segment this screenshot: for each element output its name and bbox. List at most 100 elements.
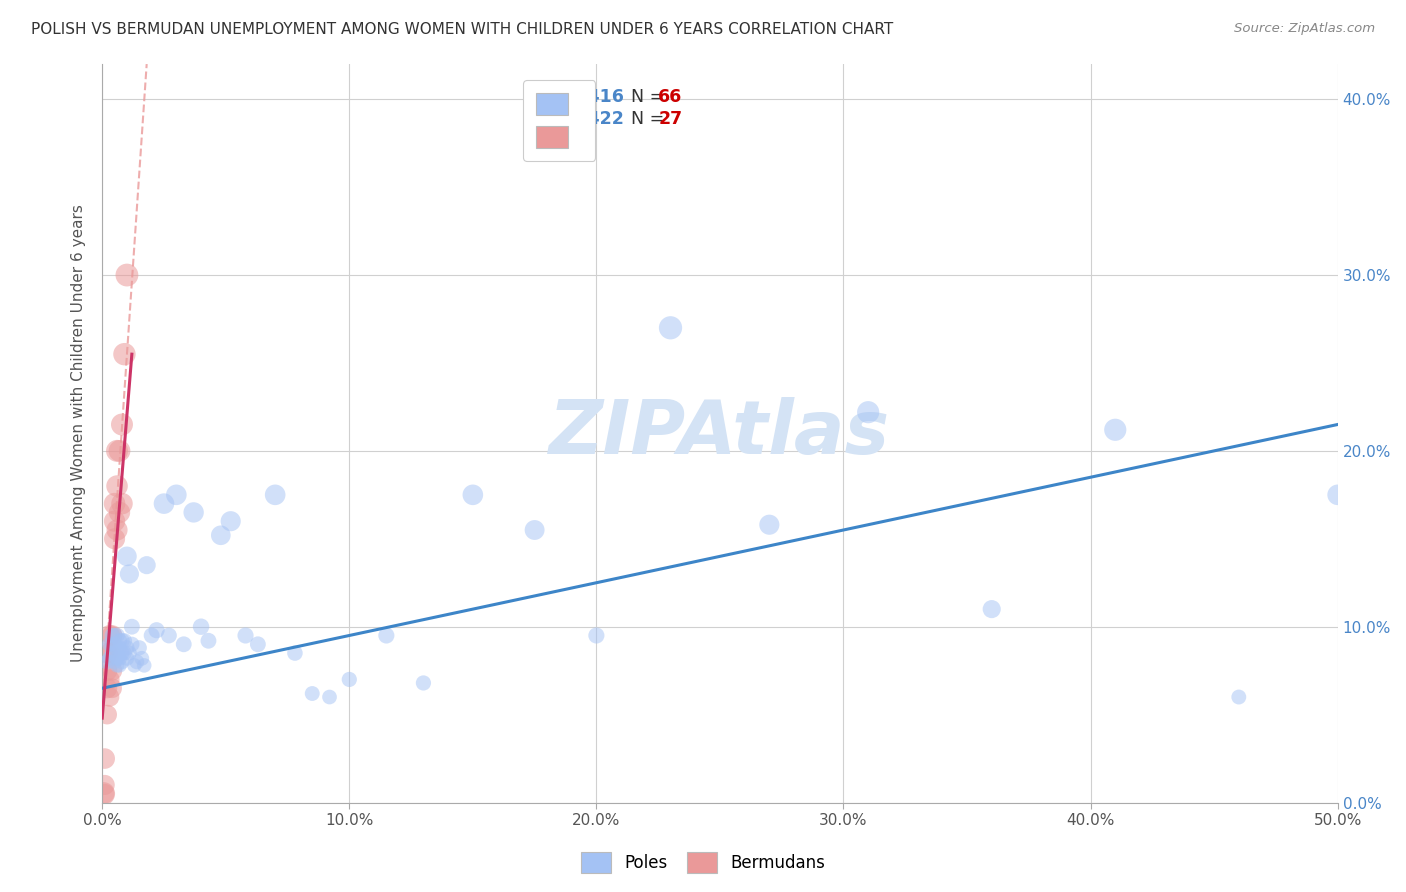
Point [103, 628, 125, 642]
Text: N =: N = [631, 111, 669, 128]
Point [93, 751, 115, 765]
Point [103, 646, 125, 660]
Point [128, 640, 150, 655]
Point [412, 676, 434, 690]
Point [111, 497, 134, 511]
Text: POLISH VS BERMUDAN UNEMPLOYMENT AMONG WOMEN WITH CHILDREN UNDER 6 YEARS CORRELAT: POLISH VS BERMUDAN UNEMPLOYMENT AMONG WO… [31, 22, 893, 37]
Point [659, 320, 682, 334]
Point [134, 658, 156, 673]
Point [197, 633, 219, 648]
Point [264, 488, 287, 502]
Point [125, 655, 148, 669]
Point [105, 523, 128, 537]
Point [124, 658, 146, 673]
Point [98, 651, 121, 665]
Point [103, 637, 125, 651]
Point [98, 637, 121, 651]
Point [980, 602, 1002, 616]
Point [1326, 488, 1348, 502]
Point [183, 505, 205, 519]
Point [105, 640, 128, 655]
Point [114, 633, 136, 648]
Point [96, 664, 118, 678]
Point [105, 443, 128, 458]
Point [585, 628, 607, 642]
Point [111, 646, 134, 660]
Text: N =: N = [631, 88, 669, 106]
Point [318, 690, 340, 704]
Point [103, 514, 125, 528]
Point [101, 628, 124, 642]
Point [337, 673, 360, 687]
Point [115, 549, 138, 564]
Point [114, 646, 136, 660]
Point [856, 405, 879, 419]
Point [758, 517, 780, 532]
Point [98, 690, 121, 704]
Point [461, 488, 484, 502]
Point [103, 655, 125, 669]
Text: 27: 27 [658, 111, 682, 128]
Point [301, 686, 323, 700]
Y-axis label: Unemployment Among Women with Children Under 6 years: Unemployment Among Women with Children U… [72, 204, 86, 662]
Text: Source: ZipAtlas.com: Source: ZipAtlas.com [1234, 22, 1375, 36]
Point [103, 497, 125, 511]
Text: 0.422: 0.422 [569, 111, 624, 128]
Point [101, 664, 124, 678]
Point [121, 620, 143, 634]
Point [101, 637, 124, 651]
Point [105, 658, 128, 673]
Point [101, 646, 124, 660]
Point [108, 658, 131, 673]
Point [153, 497, 176, 511]
Point [209, 528, 232, 542]
Point [103, 532, 125, 546]
Point [165, 488, 187, 502]
Point [141, 628, 163, 642]
Point [105, 628, 128, 642]
Point [131, 651, 153, 665]
Point [235, 628, 257, 642]
Point [121, 637, 143, 651]
Point [190, 620, 212, 634]
Point [246, 637, 269, 651]
Legend: Poles, Bermudans: Poles, Bermudans [574, 846, 832, 880]
Point [115, 268, 138, 282]
Point [1104, 423, 1126, 437]
Text: R =: R = [541, 88, 578, 106]
Point [98, 646, 121, 660]
Point [1227, 690, 1250, 704]
Point [114, 347, 136, 361]
Point [93, 778, 115, 792]
Point [118, 646, 141, 660]
Point [284, 646, 307, 660]
Point [375, 628, 398, 642]
Point [93, 787, 115, 801]
Point [98, 628, 121, 642]
Point [157, 628, 180, 642]
Point [96, 646, 118, 660]
Point [108, 640, 131, 655]
Point [96, 707, 118, 722]
Point [105, 651, 128, 665]
Point [96, 655, 118, 669]
Text: 66: 66 [658, 88, 682, 106]
Text: ZIPAtlas: ZIPAtlas [550, 397, 890, 470]
Point [135, 558, 157, 573]
Point [101, 681, 124, 696]
Point [108, 633, 131, 648]
Point [101, 628, 124, 642]
Point [173, 637, 195, 651]
Point [118, 566, 141, 581]
Point [219, 514, 242, 528]
Point [108, 505, 131, 519]
Point [523, 523, 546, 537]
Point [96, 681, 118, 696]
Text: R =: R = [541, 111, 578, 128]
Point [111, 633, 134, 648]
Point [108, 443, 131, 458]
Point [98, 673, 121, 687]
Text: 0.416: 0.416 [569, 88, 624, 106]
Point [111, 655, 134, 669]
Point [145, 624, 167, 638]
